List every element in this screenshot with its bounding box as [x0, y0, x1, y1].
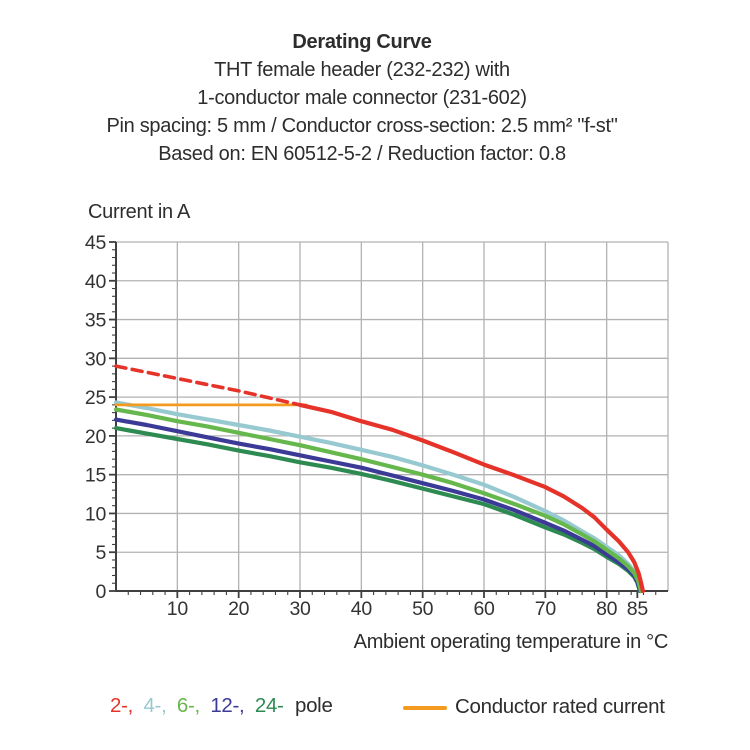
- tick-label: 10: [167, 598, 189, 620]
- tick-label: 85: [627, 598, 649, 620]
- curve-4-pole: [113, 400, 644, 594]
- chart-subtitle-4: Based on: EN 60512-5-2 / Reduction facto…: [158, 143, 566, 165]
- chart-subtitle-2: 1-conductor male connector (231-602): [197, 87, 527, 109]
- tick-label: 40: [85, 271, 107, 293]
- tick-label: 0: [95, 581, 106, 603]
- legend-pole-12: 12-,: [210, 694, 245, 717]
- tick-label: 30: [85, 348, 107, 370]
- chart-subtitle-3: Pin spacing: 5 mm / Conductor cross-sect…: [106, 115, 618, 137]
- tick-label: 35: [85, 310, 107, 332]
- tick-label: 15: [85, 465, 107, 487]
- x-axis-title: Ambient operating temperature in °C: [353, 631, 669, 653]
- tick-label: 45: [85, 232, 107, 254]
- tick-label: 50: [412, 598, 434, 620]
- rated-current-line-swatch: [403, 706, 447, 710]
- curve-2-pole: [297, 402, 646, 594]
- tick-label: 30: [289, 598, 311, 620]
- tick-label: 40: [351, 598, 373, 620]
- chart-title-block: Derating Curve THT female header (232-23…: [0, 28, 724, 168]
- tick-label: 20: [85, 426, 107, 448]
- tick-label: 10: [85, 503, 107, 525]
- chart-title: Derating Curve: [292, 31, 432, 53]
- legend-pole-4: 4-,: [143, 694, 167, 717]
- tick-label: 70: [535, 598, 557, 620]
- curve-12-pole: [113, 417, 643, 594]
- tick-label: 80: [596, 598, 618, 620]
- curve-6-pole: [113, 407, 644, 594]
- chart-subtitle-1: THT female header (232-232) with: [214, 59, 510, 81]
- legend-pole-24: 24-: [254, 694, 284, 717]
- legend-pole-counts: 2-, 4-, 6-, 12-, 24- pole: [110, 694, 333, 718]
- legend-pole-2: 2-,: [110, 694, 134, 717]
- legend-pole-6: 6-,: [176, 694, 200, 717]
- rated-current-label: Conductor rated current: [455, 695, 665, 718]
- tick-label: 5: [95, 542, 106, 564]
- tick-label: 60: [473, 598, 495, 620]
- y-axis-title: Current in A: [88, 201, 191, 223]
- legend-pole-word: pole: [294, 694, 333, 717]
- tick-label: 20: [228, 598, 250, 620]
- tick-label: 25: [85, 387, 107, 409]
- curve-2-pole-dashed-segment-below-rated-current-: [114, 364, 302, 407]
